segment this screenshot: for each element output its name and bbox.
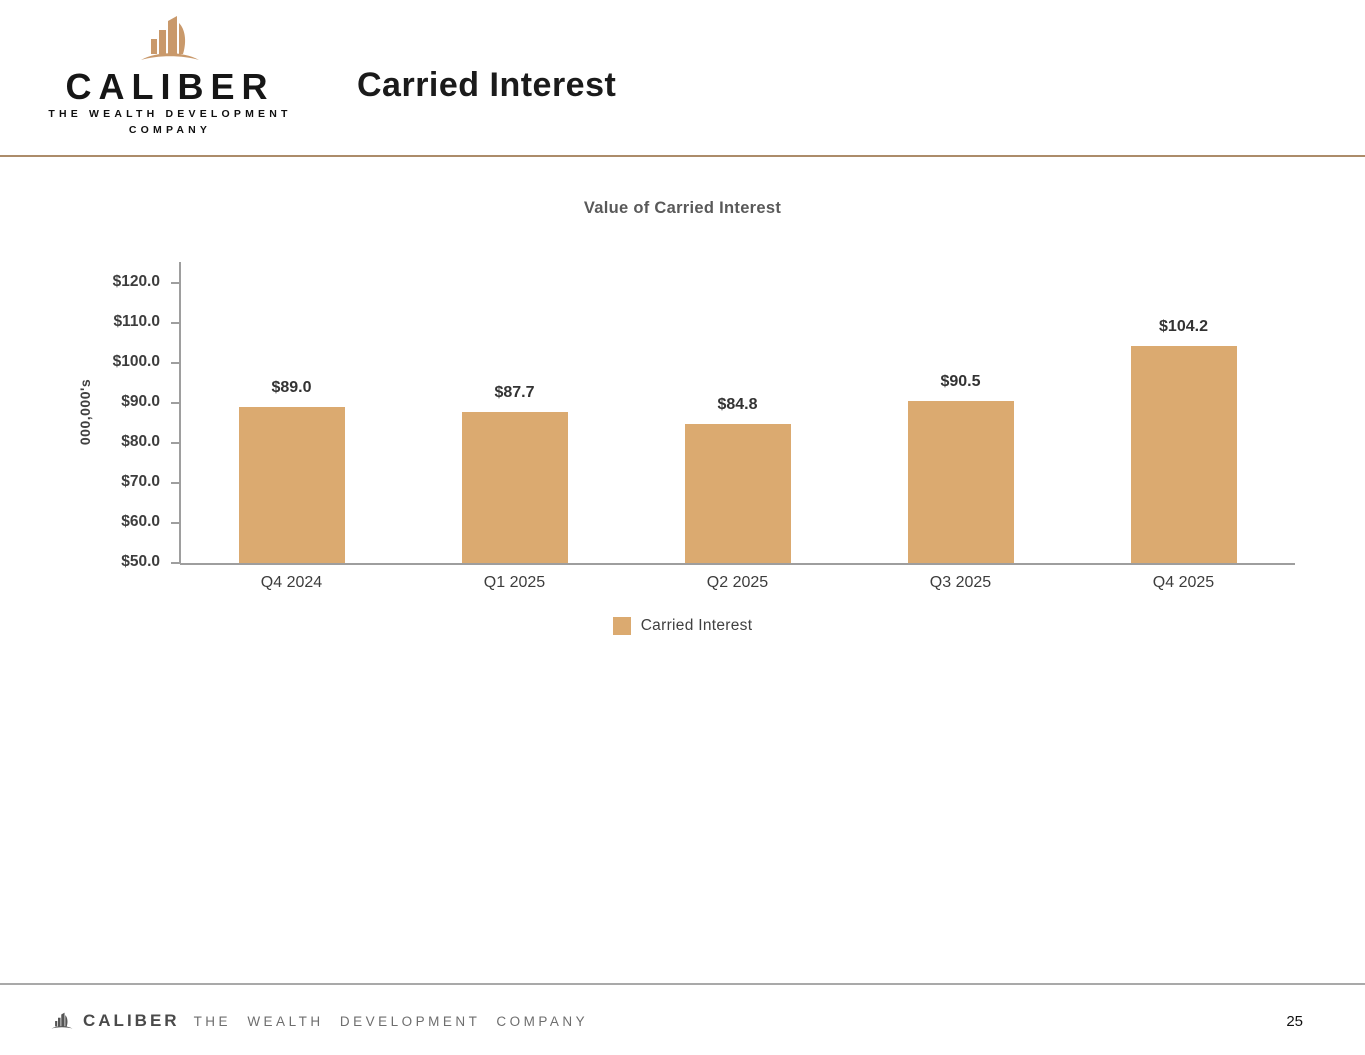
x-axis-category-label: Q2 2025 <box>706 574 769 591</box>
bar-q3-2025 <box>907 401 1014 563</box>
y-axis-tick-label: $90.0 <box>121 393 160 410</box>
y-axis-tick <box>171 522 180 524</box>
logo-tagline-line2: COMPANY <box>128 124 212 137</box>
chart-legend: Carried Interest <box>0 617 1365 635</box>
bar-q4-2024 <box>238 407 345 563</box>
y-axis-line <box>179 262 181 564</box>
y-axis-tick-label: $100.0 <box>112 353 160 370</box>
y-axis-tick-label: $120.0 <box>112 273 160 290</box>
page-title: Carried Interest <box>357 66 617 104</box>
x-axis-category-label: Q4 2025 <box>1152 574 1215 591</box>
y-axis-tick <box>171 362 180 364</box>
footer-tagline: THE WEALTH DEVELOPMENT COMPANY <box>193 1013 589 1029</box>
y-axis-tick <box>171 322 180 324</box>
logo-tagline-line1: THE WEALTH DEVELOPMENT <box>48 107 292 120</box>
header-divider <box>0 155 1365 157</box>
x-axis-category-label: Q4 2024 <box>260 574 323 591</box>
chart-title: Value of Carried Interest <box>583 199 782 217</box>
y-axis-tick <box>171 402 180 404</box>
y-axis-tick-label: $110.0 <box>113 313 160 330</box>
y-axis-tick <box>171 442 180 444</box>
footer-building-icon <box>51 1012 73 1029</box>
bar-value-label: $90.5 <box>940 373 981 390</box>
bar-q1-2025 <box>461 412 568 563</box>
y-axis-tick-label: $60.0 <box>121 513 160 530</box>
legend-swatch <box>612 617 631 635</box>
bar-q4-2025 <box>1130 346 1237 563</box>
footer-divider <box>0 983 1365 985</box>
y-axis-tick-label: $70.0 <box>121 473 160 490</box>
logo-brand-text: CALIBER <box>65 66 275 107</box>
x-axis-line <box>180 563 1295 565</box>
bar-value-label: $104.2 <box>1159 318 1208 336</box>
caliber-logo: CALIBER THE WEALTH DEVELOPMENT COMPANY <box>48 12 292 138</box>
x-axis-category-label: Q1 2025 <box>483 574 546 591</box>
x-axis-category-label: Q3 2025 <box>929 574 992 591</box>
footer-brand-text: CALIBER <box>83 1011 180 1030</box>
legend-label: Carried Interest <box>640 617 753 634</box>
y-axis-tick <box>171 282 180 284</box>
building-skyline-icon <box>141 16 199 60</box>
page-number: 25 <box>1286 1013 1303 1030</box>
bar-q2-2025 <box>684 423 791 563</box>
bar-value-label: $89.0 <box>271 379 312 396</box>
y-axis-tick <box>171 482 180 484</box>
y-axis-tick-label: $50.0 <box>121 553 160 570</box>
bar-value-label: $87.7 <box>494 384 535 402</box>
y-axis-tick <box>171 562 180 564</box>
footer: CALIBER THE WEALTH DEVELOPMENT COMPANY <box>50 1010 588 1032</box>
y-axis-tick-label: $80.0 <box>121 433 160 450</box>
bar-value-label: $84.8 <box>717 395 758 413</box>
